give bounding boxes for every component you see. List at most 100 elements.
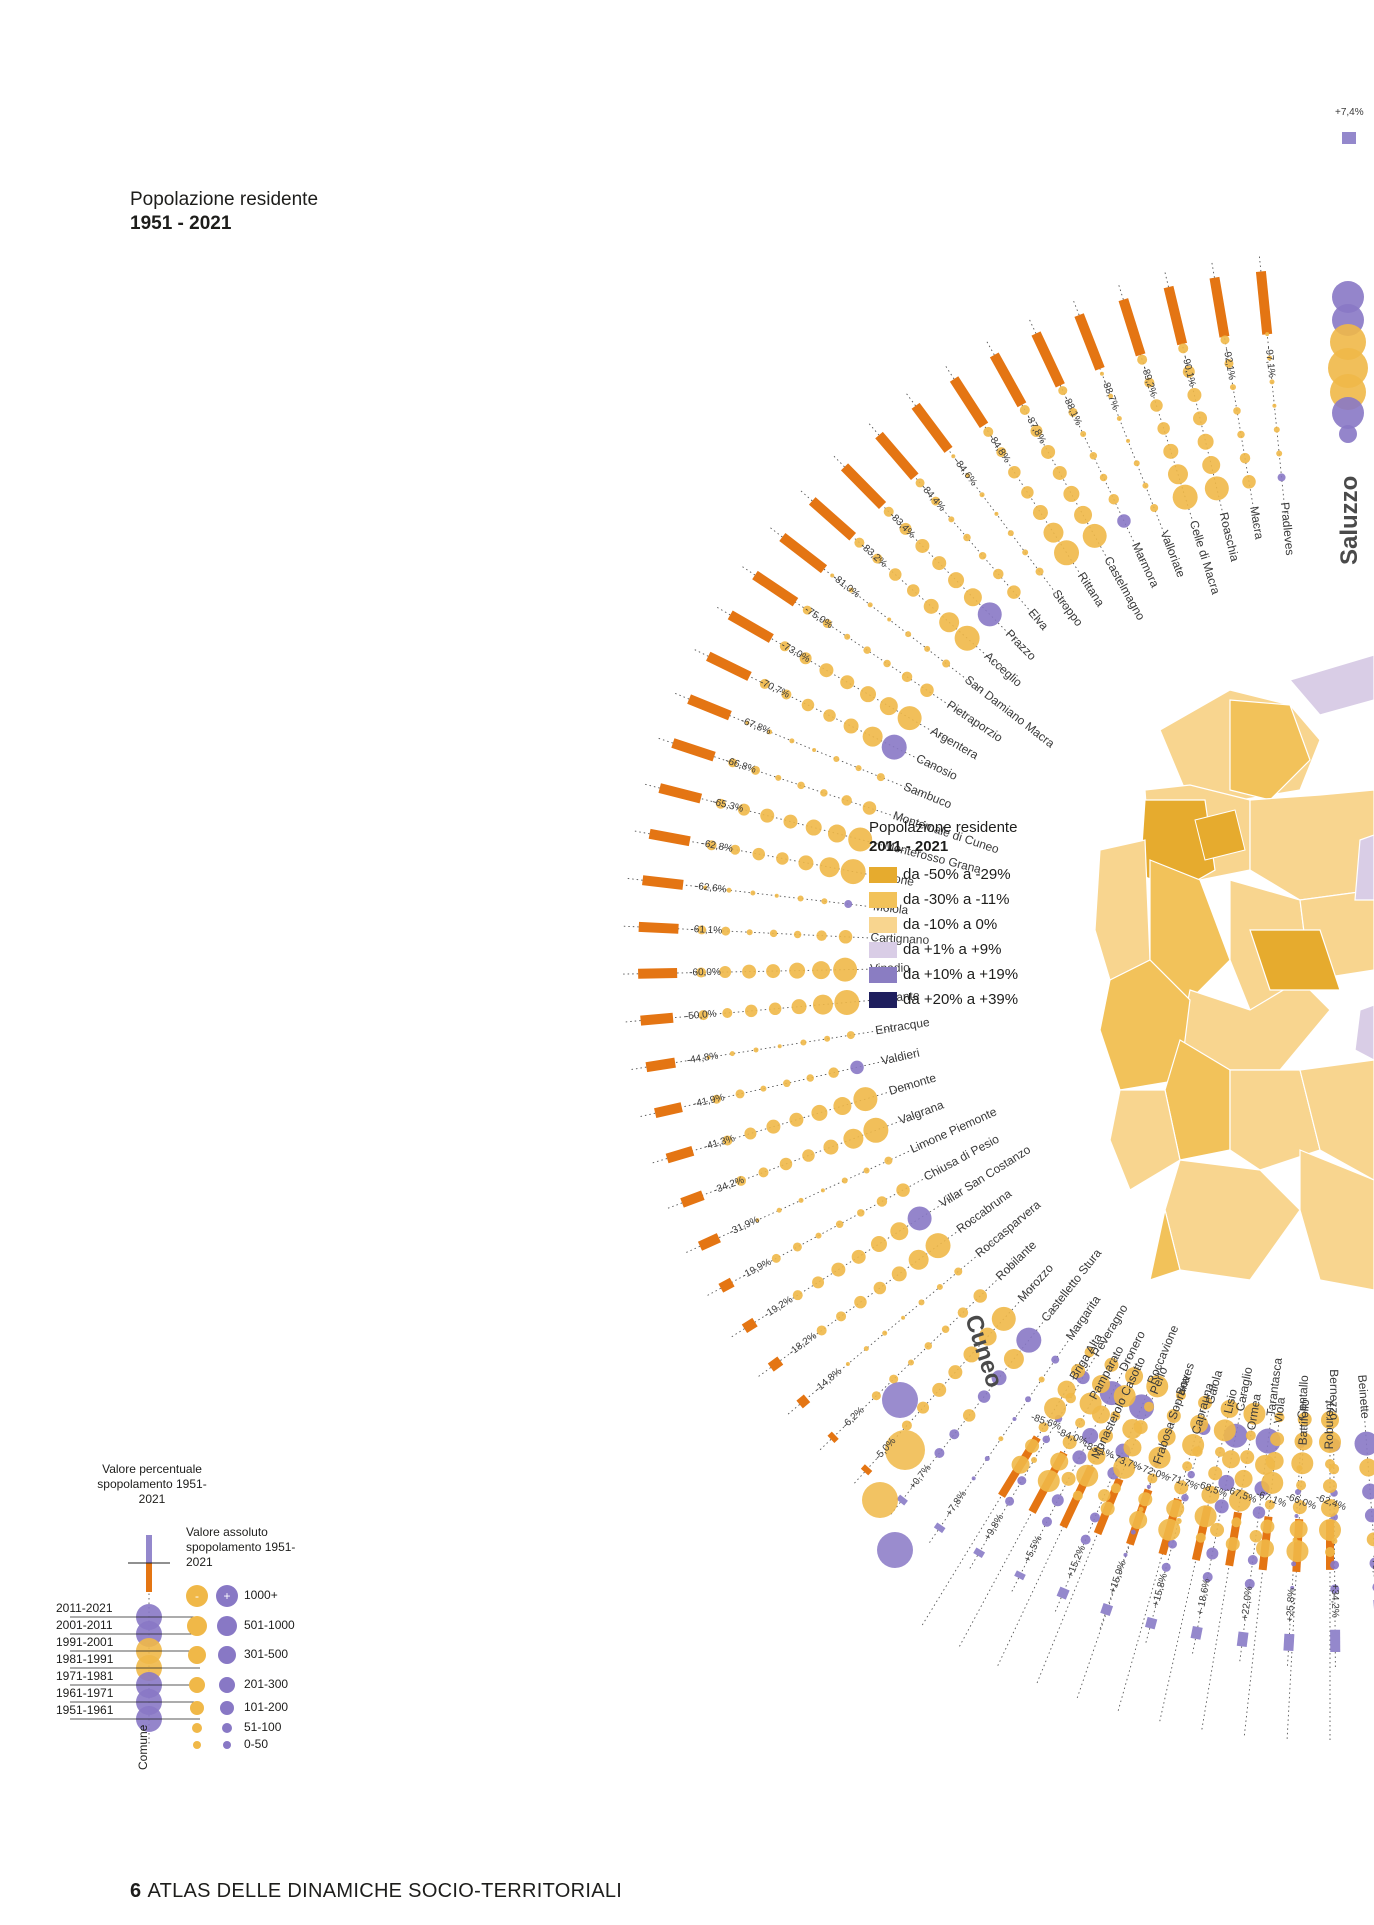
decade-bubble xyxy=(1269,379,1275,385)
decade-bubble xyxy=(1354,1431,1374,1456)
decade-bubble xyxy=(833,756,840,763)
decade-bubble xyxy=(1110,1410,1121,1421)
saluzzo-label: Saluzzo xyxy=(1336,476,1363,565)
percentage-bar xyxy=(1163,285,1188,346)
decade-bubble xyxy=(1146,1484,1151,1489)
percentage-bar xyxy=(654,1102,683,1119)
legend-size-label: 0-50 xyxy=(244,1737,269,1751)
percentage-bar xyxy=(645,1057,676,1073)
decade-bubble xyxy=(712,1094,722,1104)
decade-bubble xyxy=(1161,1562,1171,1572)
pct-label: -66,8% xyxy=(724,755,758,775)
decade-bubble xyxy=(1267,355,1273,361)
decade-bubble xyxy=(1108,493,1119,505)
decade-bubble xyxy=(1332,397,1364,429)
decade-bubble xyxy=(885,1430,925,1470)
decade-bubble xyxy=(797,895,804,902)
decade-bubble xyxy=(1057,1380,1076,1399)
decade-bubble xyxy=(1362,1483,1374,1500)
decade-bubble xyxy=(753,1047,759,1053)
decade-bubble xyxy=(978,551,987,560)
decade-bubble xyxy=(697,925,707,935)
decade-bubble xyxy=(774,893,779,898)
legend-size-bubble-plus xyxy=(217,1616,237,1636)
decade-bubble xyxy=(1117,514,1131,528)
decade-bubble xyxy=(744,1127,757,1140)
decade-bubble xyxy=(1321,1499,1339,1517)
decade-bubble xyxy=(1204,476,1229,501)
decade-bubble xyxy=(1359,1458,1374,1477)
decade-bubble xyxy=(781,689,792,700)
map-municipality xyxy=(1229,699,1311,801)
decade-bubble xyxy=(954,625,980,651)
decade-bubble xyxy=(843,1128,864,1149)
percentage-bar xyxy=(680,1190,705,1208)
percentage-bar xyxy=(752,570,799,607)
percentage-bar xyxy=(1118,298,1146,357)
percentage-bar xyxy=(687,694,732,721)
legend-swatch xyxy=(869,991,897,1008)
decade-bubble xyxy=(1062,1435,1077,1450)
percentage-bar xyxy=(767,1356,784,1372)
decade-bubble xyxy=(934,1448,945,1459)
legend-swatch xyxy=(869,916,897,933)
comune-name-label: Beinette xyxy=(1355,1374,1372,1419)
decade-bubble xyxy=(1194,1505,1217,1528)
decade-bubble xyxy=(706,1055,711,1060)
map-municipality xyxy=(1249,929,1341,991)
comune-name-label: Sambuco xyxy=(902,779,955,811)
decade-bubble xyxy=(1054,540,1080,566)
decade-bubble xyxy=(1041,444,1056,459)
decade-bubble xyxy=(703,885,708,890)
map-legend-item: da -50% a -29% xyxy=(869,862,1018,887)
pct-label: +15,9% xyxy=(1107,1559,1129,1595)
decade-bubble xyxy=(840,859,866,885)
decade-bubble xyxy=(1214,1499,1229,1514)
decade-bubble xyxy=(792,1290,803,1301)
comune-name-label: Valdieri xyxy=(880,1046,921,1068)
pct-label: -62,6% xyxy=(694,881,727,896)
comune-name-label: Marmora xyxy=(1129,540,1162,590)
decade-bubble xyxy=(812,1276,825,1289)
legend-decade-label: 2011-2021 xyxy=(56,1601,113,1615)
percentage-bar xyxy=(860,1464,873,1476)
decade-bubble xyxy=(729,1051,735,1057)
decade-bubble xyxy=(789,1112,804,1127)
map-legend-item: da +10% a +19% xyxy=(869,962,1018,987)
decade-bubble xyxy=(1339,425,1357,443)
decade-bubble xyxy=(948,516,955,523)
decade-bubble xyxy=(1286,1540,1309,1563)
decade-bubble xyxy=(1063,485,1080,502)
pct-label: -14,8% xyxy=(813,1366,844,1395)
decade-bubble xyxy=(820,789,828,797)
decade-bubble xyxy=(1080,431,1087,438)
radial-legend-abs-title: Valore assoluto spopolamento 1951-2021 xyxy=(186,1525,296,1569)
decade-bubble xyxy=(1182,1461,1193,1472)
decade-bubble xyxy=(1202,456,1221,475)
decade-bubble xyxy=(771,1253,781,1263)
decade-bubble xyxy=(973,1289,987,1303)
decade-bubble xyxy=(812,994,833,1015)
pct-label: -34,2% xyxy=(712,1175,746,1196)
decade-bubble xyxy=(848,587,854,593)
page-number: 6 xyxy=(130,1880,142,1902)
map-municipality xyxy=(1288,654,1374,716)
decade-bubble xyxy=(1058,386,1068,396)
comune-name-label: Demonte xyxy=(887,1070,938,1097)
decade-bubble xyxy=(1166,1499,1185,1518)
legend-size-bubble-plus xyxy=(220,1701,234,1715)
decade-bubble xyxy=(1052,465,1067,480)
comune-name-label: Elva xyxy=(1026,606,1052,633)
decade-bubble xyxy=(1032,505,1048,521)
decade-bubble xyxy=(1017,1476,1027,1486)
percentage-bar xyxy=(648,828,691,847)
decade-bubble xyxy=(876,773,885,782)
decade-bubble xyxy=(1138,1506,1144,1512)
decade-bubble xyxy=(1129,1394,1155,1420)
decade-bubble xyxy=(841,1177,848,1184)
decade-bubble xyxy=(882,1330,888,1336)
decade-bubble xyxy=(776,852,789,865)
decade-bubble xyxy=(931,496,941,506)
decade-bubble xyxy=(1228,1489,1251,1512)
decade-bubble xyxy=(1076,1464,1099,1487)
